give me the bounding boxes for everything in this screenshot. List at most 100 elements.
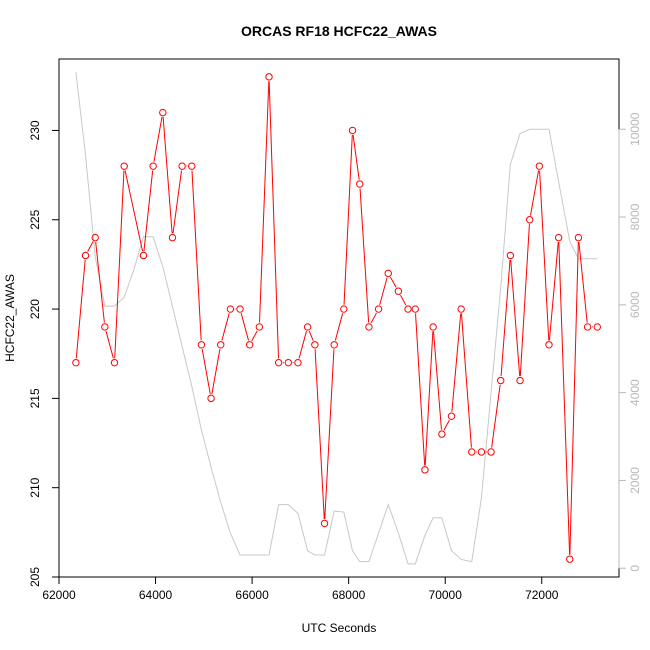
y-tick-label: 205 <box>28 567 42 587</box>
data-point <box>365 323 373 331</box>
data-point <box>294 358 302 367</box>
data-point <box>566 555 574 563</box>
data-point <box>394 287 403 295</box>
data-point <box>497 376 505 385</box>
series-segment <box>259 81 270 323</box>
series-segment <box>191 170 202 341</box>
y-tick-label: 210 <box>28 477 42 497</box>
y-axis: 205 210 215 220 225 230 <box>28 120 60 587</box>
data-point <box>303 323 312 331</box>
data-point <box>101 323 109 331</box>
series-segment <box>578 241 588 323</box>
chart-title: ORCAS RF18 HCFC22_AWAS <box>241 23 437 39</box>
series-segment <box>343 134 353 305</box>
series-segment <box>314 349 325 520</box>
y-axis-label: HCFC22_AWAS <box>3 274 17 362</box>
data-point <box>429 323 437 331</box>
data-point <box>356 180 364 188</box>
data-point <box>255 323 264 331</box>
data-point <box>348 126 357 135</box>
series-segment <box>334 313 344 341</box>
series-segment <box>143 170 154 252</box>
x-tick-label: 66000 <box>235 588 269 602</box>
data-point <box>535 162 544 170</box>
series-segment <box>221 313 230 341</box>
data-point <box>525 216 534 224</box>
data-point <box>545 341 553 349</box>
series-segment <box>529 170 540 216</box>
data-point <box>188 162 196 170</box>
y-tick-label: 225 <box>28 209 42 229</box>
series-segment <box>519 224 530 377</box>
data-point <box>217 341 225 349</box>
y2-tick-label: 0 <box>628 565 642 572</box>
data-point <box>226 305 235 313</box>
data-point <box>438 430 446 438</box>
series-segment <box>268 81 280 359</box>
data-point <box>457 305 465 313</box>
series-segment <box>569 242 579 555</box>
series-segment <box>251 330 258 342</box>
secondary-series-line <box>75 72 598 565</box>
data-point <box>506 251 515 260</box>
series-segment <box>75 259 86 359</box>
primary-series <box>72 73 601 563</box>
x-tick-label: 68000 <box>332 588 366 602</box>
series-segment <box>201 349 211 395</box>
y2-tick-label: 6000 <box>628 291 642 318</box>
x-tick-label: 72000 <box>525 588 559 602</box>
data-point <box>120 162 128 170</box>
series-segment <box>539 170 550 341</box>
series-segment <box>240 313 250 341</box>
x-axis-label: UTC Seconds <box>302 621 377 635</box>
series-segment <box>308 330 314 341</box>
series-segment <box>114 170 125 359</box>
series-segment <box>105 331 114 359</box>
data-point <box>311 341 319 349</box>
data-point <box>81 251 90 260</box>
data-point <box>404 305 412 313</box>
data-point <box>178 162 186 170</box>
series-segment <box>424 331 434 466</box>
data-point <box>284 358 293 367</box>
series-segment <box>172 170 183 234</box>
data-point <box>72 358 80 367</box>
series-segment <box>352 134 360 180</box>
series-segment <box>400 294 407 306</box>
series-layer <box>72 72 601 565</box>
secondary-series <box>75 72 598 565</box>
data-point <box>274 358 283 367</box>
data-point <box>197 341 206 349</box>
series-segment <box>443 419 450 431</box>
series-segment <box>460 313 472 448</box>
data-point <box>149 162 157 170</box>
data-point <box>411 305 419 313</box>
series-segment <box>491 384 501 448</box>
x-tick-label: 64000 <box>139 588 173 602</box>
data-point <box>574 233 583 242</box>
data-point <box>421 466 429 474</box>
series-segment <box>95 241 105 323</box>
y2-axis: 0 2000 4000 6000 8000 10000 <box>618 112 642 572</box>
series-segment <box>124 170 144 252</box>
series-segment <box>415 313 426 466</box>
data-point <box>91 233 99 242</box>
data-point <box>468 448 476 456</box>
data-point <box>583 323 592 331</box>
series-segment <box>379 277 388 305</box>
data-point <box>159 108 167 117</box>
series-segment <box>558 242 571 555</box>
y-tick-label: 230 <box>28 120 42 140</box>
x-tick-label: 70000 <box>429 588 463 602</box>
data-point <box>487 448 495 456</box>
series-segment <box>510 259 521 377</box>
data-point <box>168 233 177 242</box>
y-tick-label: 220 <box>28 299 42 319</box>
data-point <box>477 448 486 456</box>
data-point <box>330 341 338 349</box>
data-point <box>207 394 215 403</box>
series-segment <box>153 116 163 162</box>
y2-tick-label: 8000 <box>628 203 642 230</box>
series-segment <box>370 312 377 324</box>
